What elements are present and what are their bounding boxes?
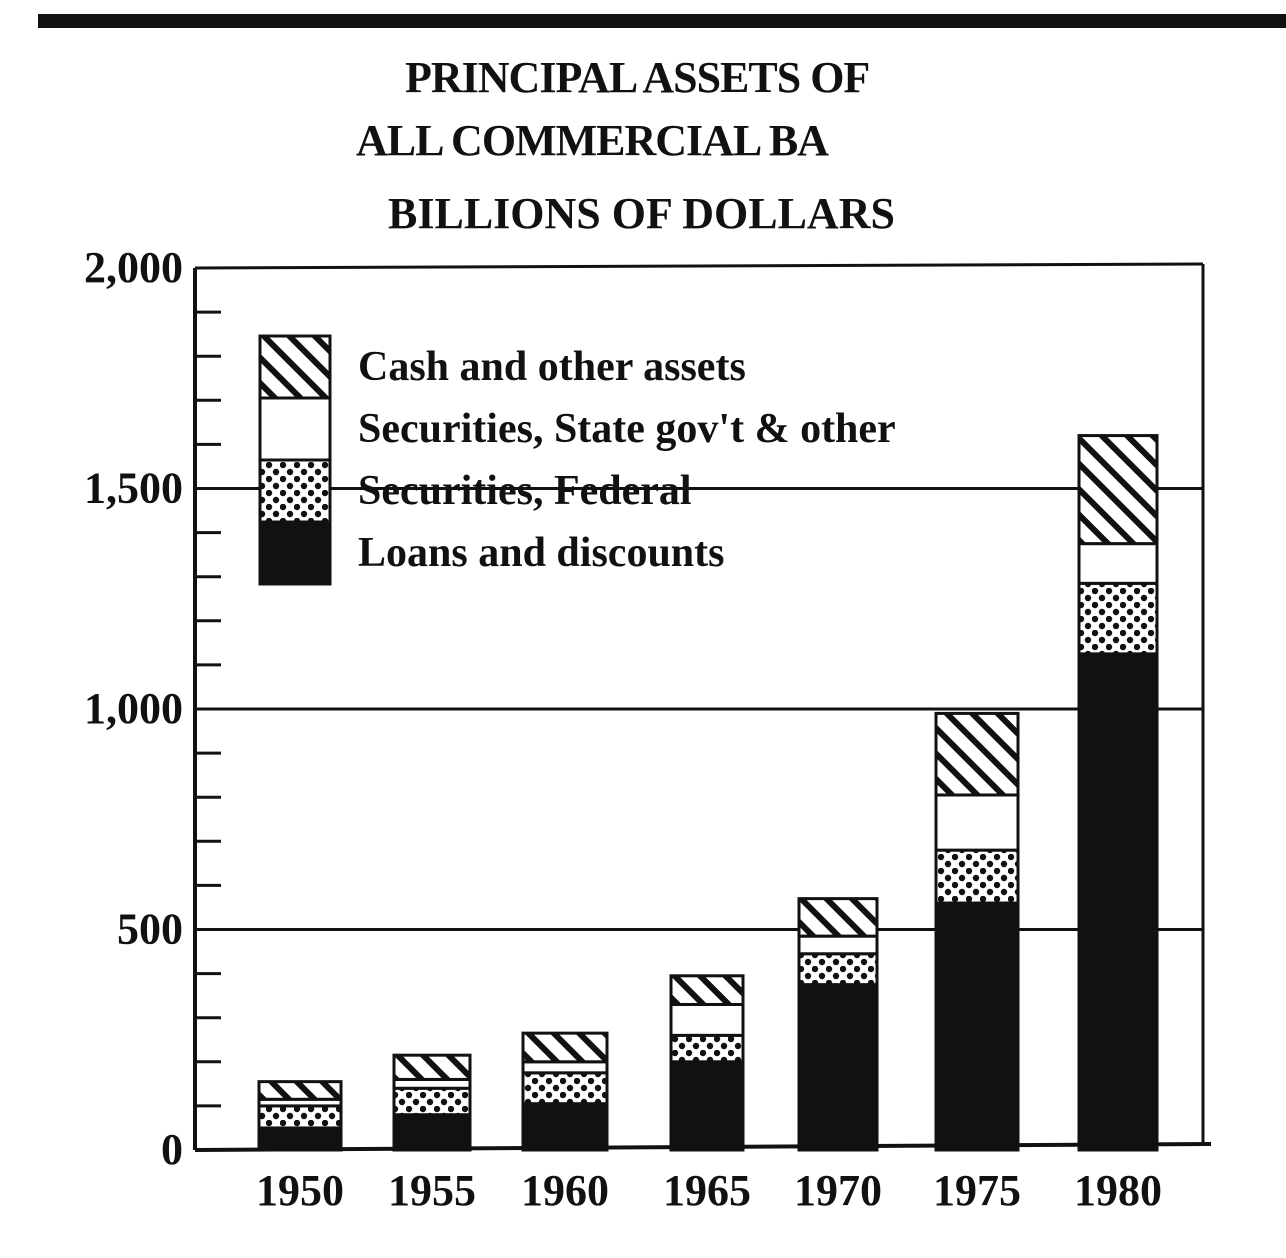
bar-segment-1965 xyxy=(671,1062,743,1150)
bar-segment-1980 xyxy=(1079,654,1157,1150)
bar-segment-1960 xyxy=(523,1073,607,1104)
x-tick-label: 1960 xyxy=(521,1166,609,1215)
y-tick-label: 0 xyxy=(161,1125,183,1174)
y-tick-label: 1,000 xyxy=(84,684,183,733)
bar-segment-1975 xyxy=(936,903,1018,1150)
legend-label: Loans and discounts xyxy=(358,530,725,576)
x-tick-label: 1965 xyxy=(663,1166,751,1215)
bar-segment-1950 xyxy=(259,1082,341,1100)
bar-segment-1960 xyxy=(523,1104,607,1150)
bar-segment-1960 xyxy=(523,1033,607,1062)
x-tick-label: 1950 xyxy=(256,1166,344,1215)
bar-segment-1975 xyxy=(936,713,1018,795)
legend-swatch xyxy=(260,460,330,522)
bar-segment-1950 xyxy=(259,1106,341,1128)
bar-segment-1970 xyxy=(799,936,877,954)
bar-segment-1980 xyxy=(1079,544,1157,584)
x-tick-label: 1980 xyxy=(1074,1166,1162,1215)
bar-segment-1955 xyxy=(394,1055,470,1079)
bar-segment-1975 xyxy=(936,795,1018,850)
y-axis-labels: 0 500 1,000 1,500 2,000 xyxy=(84,243,183,1174)
bar-segment-1965 xyxy=(671,1004,743,1035)
y-tick-label: 1,500 xyxy=(84,464,183,513)
bar-segment-1965 xyxy=(671,976,743,1005)
bar-segment-1980 xyxy=(1079,436,1157,544)
bar-segment-1965 xyxy=(671,1035,743,1061)
bar-segment-1970 xyxy=(799,899,877,936)
bar-segment-1960 xyxy=(523,1062,607,1073)
bar-segment-1950 xyxy=(259,1128,341,1150)
x-tick-label: 1970 xyxy=(794,1166,882,1215)
legend-swatch xyxy=(260,336,330,398)
x-tick-label: 1955 xyxy=(388,1166,476,1215)
x-tick-label: 1975 xyxy=(933,1166,1021,1215)
bar-segment-1955 xyxy=(394,1088,470,1114)
legend-swatch xyxy=(260,522,330,584)
bar-segment-1975 xyxy=(936,850,1018,903)
bar-segment-1955 xyxy=(394,1115,470,1150)
legend-label: Cash and other assets xyxy=(358,344,746,390)
legend-label: Securities, Federal xyxy=(358,468,692,514)
bar-segment-1980 xyxy=(1079,583,1157,654)
top-frame-line xyxy=(195,264,1203,268)
legend-label: Securities, State gov't & other xyxy=(358,406,896,452)
legend-swatch xyxy=(260,398,330,460)
y-tick-label: 2,000 xyxy=(84,243,183,292)
legend: Cash and other assets Securities, State g… xyxy=(260,336,896,584)
x-axis-labels: 1950 1955 1960 1965 1970 1975 1980 xyxy=(256,1166,1162,1215)
bar-segment-1970 xyxy=(799,985,877,1150)
bar-segment-1970 xyxy=(799,954,877,985)
y-tick-label: 500 xyxy=(117,905,183,954)
